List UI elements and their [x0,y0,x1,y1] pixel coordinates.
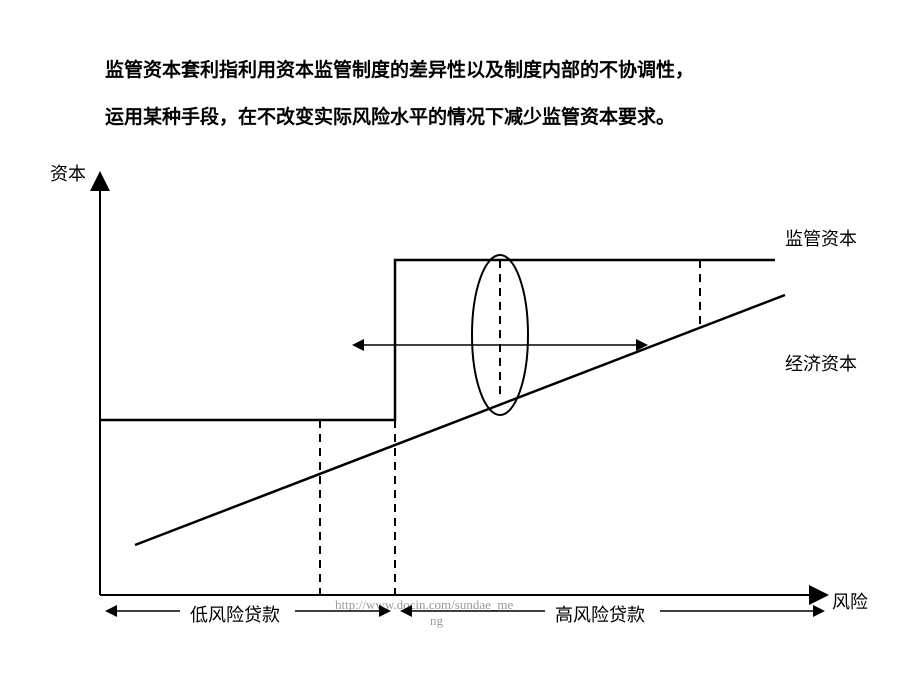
regulatory-capital-line [100,260,775,420]
diagram-svg [0,0,920,690]
